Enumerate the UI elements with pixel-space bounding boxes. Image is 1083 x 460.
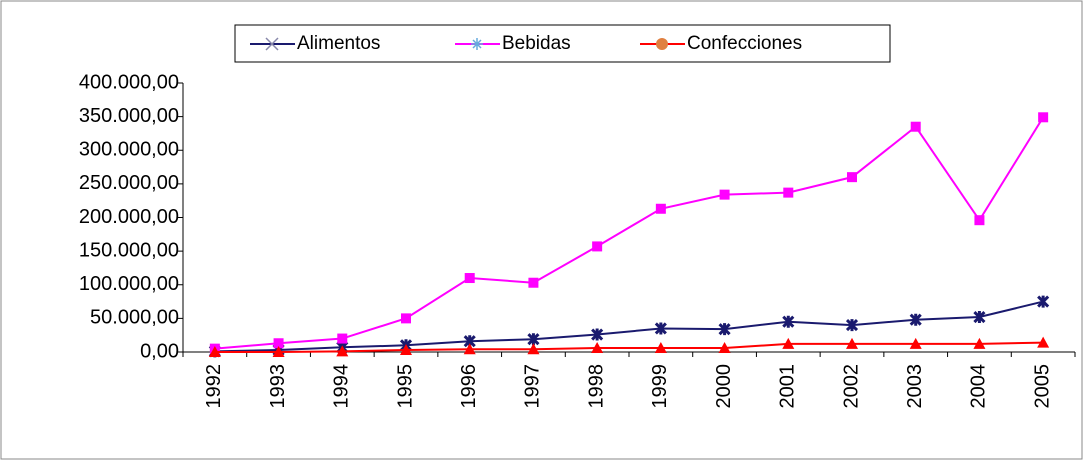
marker [973, 337, 986, 349]
marker [1038, 112, 1049, 123]
marker [1037, 336, 1050, 348]
marker [273, 338, 284, 349]
marker [655, 203, 666, 214]
y-tick-label: 350.000,00 [79, 105, 179, 127]
legend-marker [656, 38, 668, 50]
marker [718, 341, 731, 353]
marker [974, 215, 985, 226]
x-tick-label: 2000 [713, 364, 735, 409]
y-tick-label: 200.000,00 [79, 206, 179, 228]
x-tick-label: 2003 [904, 364, 926, 409]
legend-box [234, 24, 891, 63]
legend-marker [265, 37, 279, 51]
marker [654, 341, 667, 353]
series-line [214, 116, 1044, 350]
x-tick-label: 1995 [394, 364, 416, 409]
marker [845, 319, 859, 332]
marker [463, 343, 476, 355]
marker [591, 328, 604, 341]
legend-marker [471, 38, 483, 50]
y-tick-label: 300.000,00 [79, 139, 179, 161]
marker [592, 241, 603, 252]
marker [909, 337, 922, 349]
x-tick-label: 1994 [331, 364, 353, 409]
legend-label: Confecciones [687, 33, 802, 54]
marker [528, 277, 539, 288]
y-tick-label: 100.000,00 [79, 273, 179, 295]
x-tick-label: 1992 [203, 364, 225, 409]
x-tick-label: 1998 [585, 364, 607, 409]
marker [783, 187, 794, 198]
marker [337, 333, 348, 344]
marker [910, 121, 921, 132]
legend-label: Alimentos [297, 33, 380, 54]
marker [654, 322, 667, 335]
marker [527, 333, 540, 346]
marker [208, 346, 221, 357]
x-tick-label: 2005 [1031, 364, 1053, 409]
y-tick-label: 0,00 [140, 340, 179, 362]
x-tick-label: 2002 [840, 364, 862, 409]
marker [973, 310, 986, 324]
x-tick-label: 1999 [649, 364, 671, 409]
x-tick-label: 1993 [267, 364, 289, 409]
marker [782, 315, 795, 328]
x-tick-label: 2001 [777, 364, 799, 409]
y-tick-label: 50.000,00 [90, 307, 179, 329]
marker [847, 172, 857, 183]
series [208, 336, 1050, 357]
marker [336, 345, 349, 357]
marker [400, 343, 412, 355]
legend-label: Bebidas [502, 33, 571, 54]
marker [527, 343, 540, 355]
marker [401, 313, 411, 324]
marker [909, 313, 922, 326]
marker [464, 273, 475, 284]
legend: Alimentos Bebidas Confecciones [234, 24, 891, 63]
marker [846, 337, 858, 349]
y-tick-label: 150.000,00 [79, 239, 179, 261]
marker [272, 346, 285, 357]
marker [591, 341, 604, 353]
x-tick-label: 1997 [522, 364, 544, 409]
marker [718, 323, 731, 336]
series-line [214, 341, 1044, 353]
marker [782, 337, 795, 349]
marker [1037, 295, 1050, 308]
y-tick-label: 250.000,00 [79, 172, 179, 194]
x-tick-label: 2004 [968, 364, 990, 409]
x-tick-label: 1996 [458, 364, 480, 409]
series-line [214, 300, 1044, 353]
y-tick-label: 400.000,00 [79, 71, 179, 93]
marker [719, 189, 730, 200]
